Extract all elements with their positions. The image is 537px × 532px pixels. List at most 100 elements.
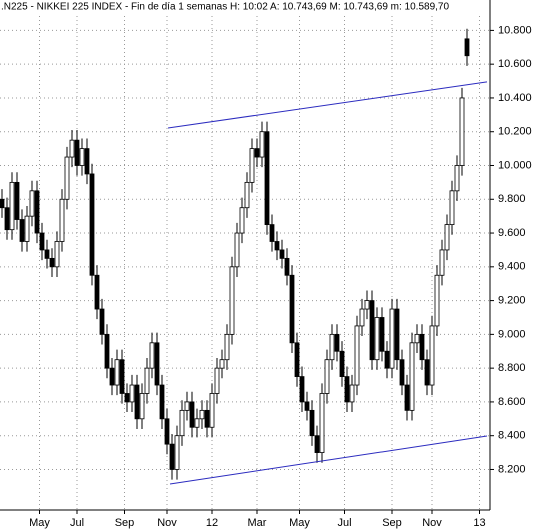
candle-body: [329, 333, 335, 361]
candle-body: [64, 156, 70, 200]
candle-body: [389, 308, 395, 369]
candle-body: [209, 393, 215, 428]
candle-body: [159, 384, 165, 420]
x-tick-label: Nov: [422, 517, 442, 529]
candle-body: [324, 359, 330, 394]
candle-body: [9, 181, 15, 231]
candle-body: [434, 274, 440, 327]
candle-body: [154, 342, 160, 386]
candle-body: [464, 38, 470, 57]
candle-body: [354, 325, 360, 386]
candle-body: [424, 359, 430, 386]
candle-body: [239, 207, 245, 234]
candle-body: [144, 367, 150, 394]
candle-body: [334, 333, 340, 352]
candle-body: [274, 241, 280, 251]
grid: [0, 0, 490, 510]
candle-body: [459, 97, 465, 166]
candle-body: [74, 139, 80, 166]
candle-body: [39, 232, 45, 251]
x-tick-label: Jul: [337, 517, 351, 529]
candle-body: [284, 257, 290, 276]
y-tick-label: 10.400: [498, 92, 532, 104]
candle-body: [254, 148, 260, 158]
candle-body: [169, 443, 175, 470]
candle-body: [399, 359, 405, 386]
candle-body: [379, 317, 385, 352]
title-background: [0, 0, 488, 13]
candle-body: [139, 393, 145, 420]
x-tick-label: 13: [473, 517, 485, 529]
candle-body: [269, 224, 275, 242]
candle-body: [444, 224, 450, 251]
candle-body: [24, 215, 30, 242]
candle-body: [349, 384, 355, 403]
candle-body: [119, 359, 125, 394]
candle-body: [429, 325, 435, 386]
candle-body: [264, 131, 270, 226]
candle-body: [454, 165, 460, 192]
x-tick-label: Sep: [115, 517, 135, 529]
candle-body: [49, 257, 55, 268]
candle-body: [194, 418, 200, 428]
x-tick-label: Nov: [157, 517, 177, 529]
candle-body: [149, 342, 155, 369]
y-tick-label: 9.400: [498, 261, 526, 273]
candle-body: [364, 300, 370, 310]
candle-body: [314, 435, 320, 453]
candle-body: [224, 333, 230, 361]
candle-body: [4, 207, 10, 231]
candle-body: [14, 181, 20, 220]
candle-body: [234, 232, 240, 268]
candle-body: [19, 219, 25, 242]
candle-body: [99, 308, 105, 335]
candle-body: [204, 409, 210, 428]
candle-body: [109, 367, 115, 386]
y-tick-label: 8.800: [498, 362, 526, 374]
candle-body: [129, 384, 135, 403]
candle-body: [179, 409, 185, 437]
candle-body: [384, 350, 390, 369]
candle-body: [34, 190, 40, 234]
candle-body: [199, 409, 205, 420]
candle-body: [439, 249, 445, 276]
x-tick-label: Sep: [382, 517, 402, 529]
candle-body: [279, 249, 285, 259]
candle-body: [214, 367, 220, 394]
candle-body: [259, 131, 265, 158]
trendline: [169, 435, 488, 485]
y-tick-label: 10.600: [498, 58, 532, 70]
candle-body: [94, 274, 100, 310]
plot: [0, 28, 488, 485]
candle-body: [189, 401, 195, 428]
y-tick-label: 10.000: [498, 159, 532, 171]
x-tick-label: May: [289, 517, 310, 529]
y-tick-label: 8.400: [498, 430, 526, 442]
candle-body: [59, 198, 65, 242]
y-tick-label: 9.000: [498, 328, 526, 340]
candle-body: [309, 409, 315, 437]
y-tick-label: 10.200: [498, 126, 532, 138]
candle-body: [89, 173, 95, 276]
candle-body: [134, 384, 140, 420]
candle-body: [29, 190, 35, 217]
y-tick-label: 9.800: [498, 193, 526, 205]
y-tick-label: 8.600: [498, 396, 526, 408]
candle-body: [394, 308, 400, 361]
y-tick-label: 9.600: [498, 227, 526, 239]
candle-body: [449, 190, 455, 226]
candle-body: [359, 308, 365, 327]
candle-body: [104, 333, 110, 369]
candle-body: [44, 249, 50, 259]
candle-body: [299, 376, 305, 403]
candle-body: [124, 393, 130, 403]
y-tick-label: 10.800: [498, 24, 532, 36]
candle-body: [304, 401, 310, 411]
y-tick-label: 9.200: [498, 295, 526, 307]
x-tick-label: May: [29, 517, 50, 529]
candle-body: [244, 181, 250, 209]
candle-body: [374, 317, 380, 361]
candle-body: [404, 384, 410, 411]
